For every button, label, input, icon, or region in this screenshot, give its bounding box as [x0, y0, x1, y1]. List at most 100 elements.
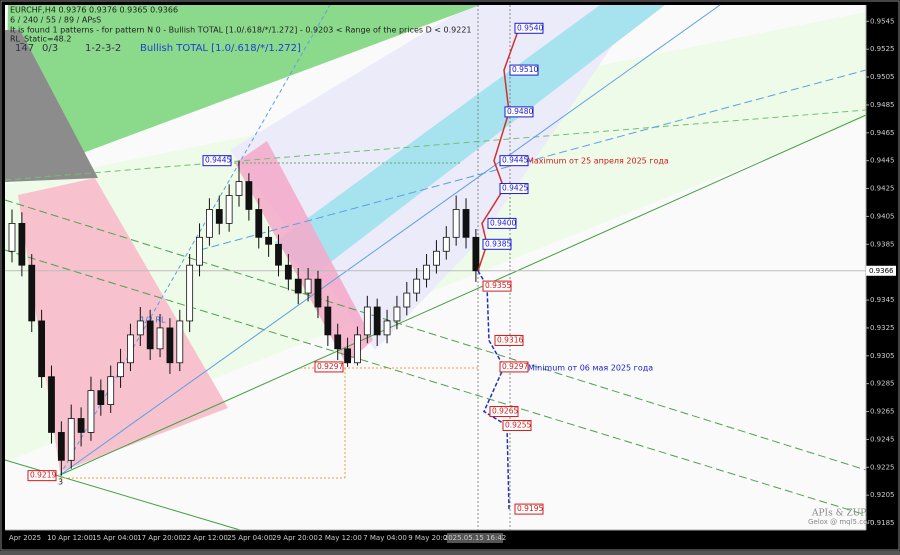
candle-body	[265, 236, 273, 245]
header-line: RL_Static=48.2	[10, 35, 71, 44]
candle-body	[403, 292, 411, 308]
time-highlight	[447, 533, 503, 543]
header-line: 6 / 240 / 55 / 89 / APsS	[10, 16, 101, 25]
annotation: 3	[58, 478, 63, 487]
candle-body	[57, 432, 65, 461]
dashed-line	[4, 109, 867, 181]
y-tick-label: 0.9405	[870, 212, 895, 220]
y-tick-label: 0.9525	[870, 45, 895, 53]
y-tick-label: 0.9345	[870, 296, 895, 304]
candle-body	[393, 306, 401, 322]
blue-line	[59, 4, 331, 476]
green-triangle	[5, 5, 480, 182]
y-tick-label: 0.9325	[870, 324, 895, 332]
pink-triangle	[18, 178, 228, 472]
price-label-box	[499, 183, 529, 195]
dashed-line	[4, 249, 867, 516]
price-label-box	[499, 155, 529, 167]
candle-body	[87, 390, 95, 433]
y-tick-label: 0.9425	[870, 185, 895, 193]
candle-body	[344, 348, 351, 364]
candle-body	[294, 278, 302, 294]
price-label-box	[494, 334, 524, 346]
candle-body	[235, 181, 243, 196]
candle-body	[363, 306, 371, 336]
candle-body	[156, 327, 164, 350]
candle-body	[166, 327, 174, 364]
candle-body	[452, 209, 460, 238]
candle-body	[107, 376, 115, 405]
candle-body	[442, 236, 450, 252]
x-tick-label: 25 Apr 04:00	[227, 534, 273, 542]
price-label: 0.9445	[502, 156, 528, 165]
y-tick-label: 0.9485	[870, 101, 895, 109]
x-tick-label: 7 May 04:00	[363, 534, 407, 542]
candle-body	[433, 250, 440, 266]
price-label-box	[482, 238, 512, 250]
price-label: 0.9255	[505, 420, 531, 429]
price-label: 0.9195	[517, 504, 543, 513]
y-tick-label: 0.9545	[870, 17, 895, 25]
x-tick-label: 15 Apr 04:00	[92, 534, 138, 542]
price-label-box	[504, 106, 534, 118]
gray-triangle	[5, 30, 98, 182]
candle-body	[462, 209, 470, 238]
x-tick-label: Apr 2025	[9, 534, 41, 542]
y-tick-label: 0.9445	[870, 157, 895, 165]
candle-body	[373, 306, 381, 336]
status-text: 1-2-3-2	[85, 43, 121, 54]
candle-body	[176, 320, 184, 364]
candle-body	[8, 222, 16, 252]
y-tick-label: 0.9265	[870, 408, 895, 416]
candle-body	[18, 222, 26, 266]
price-label-box	[314, 361, 344, 373]
dashed-line	[4, 199, 867, 471]
candle-body	[245, 181, 253, 210]
candle-body	[334, 334, 342, 350]
price-label: 0.9510	[512, 65, 538, 74]
y-tick-label: 0.9225	[870, 463, 895, 471]
trend-line	[59, 114, 867, 476]
y-tick-label: 0.9245	[870, 435, 895, 443]
pink-channel	[235, 141, 373, 364]
annotation: Minimum от 06 мая 2025 года	[528, 364, 653, 373]
candle-body	[413, 278, 421, 294]
status-text: 147	[15, 43, 34, 54]
price-label: 0.9297	[502, 362, 528, 371]
price-label: 0.9316	[497, 335, 523, 344]
x-tick-label: 10 Apr 12:00	[47, 534, 93, 542]
candle-body	[304, 278, 312, 294]
status-text: Bullish TOTAL [1.0/.618/*/1.272]	[140, 43, 301, 54]
price-label: 0.9385	[485, 239, 511, 248]
price-label: 0.9540	[517, 23, 543, 32]
candle-body	[127, 334, 134, 364]
price-label: 0.9445	[205, 156, 231, 165]
candle-body	[117, 362, 124, 378]
y-tick-label: 0.9385	[870, 240, 895, 248]
y-tick-label: 0.9305	[870, 352, 895, 360]
status-text: 0/3	[42, 43, 58, 54]
y-tick-label: 0.9185	[870, 519, 895, 527]
price-label: 0.9400	[490, 218, 516, 227]
candle-body	[354, 334, 361, 364]
current-price-label: 0.9366	[869, 267, 894, 275]
watermark: APIs & ZUP	[811, 509, 866, 519]
candle-body	[48, 376, 55, 433]
price-label-box	[489, 406, 519, 418]
watermark: Gelox @ mql5.com	[808, 518, 874, 526]
x-tick-label: 17 Apr 20:00	[137, 534, 183, 542]
candle-body	[28, 264, 36, 322]
price-label-box	[202, 155, 232, 167]
price-label-box	[514, 503, 544, 515]
price-label-box	[27, 470, 57, 482]
header-line: EURCHF,H4 0.9376 0.9376 0.9365 0.9366	[10, 6, 178, 15]
candle-body	[196, 236, 203, 266]
candle-body	[136, 320, 144, 336]
price-label: 0.9297	[317, 362, 343, 371]
candle-body	[255, 209, 263, 238]
candle-body	[225, 195, 233, 224]
price-label-box	[514, 22, 544, 34]
candle-body	[205, 209, 213, 238]
price-label: 0.9265	[492, 407, 518, 416]
